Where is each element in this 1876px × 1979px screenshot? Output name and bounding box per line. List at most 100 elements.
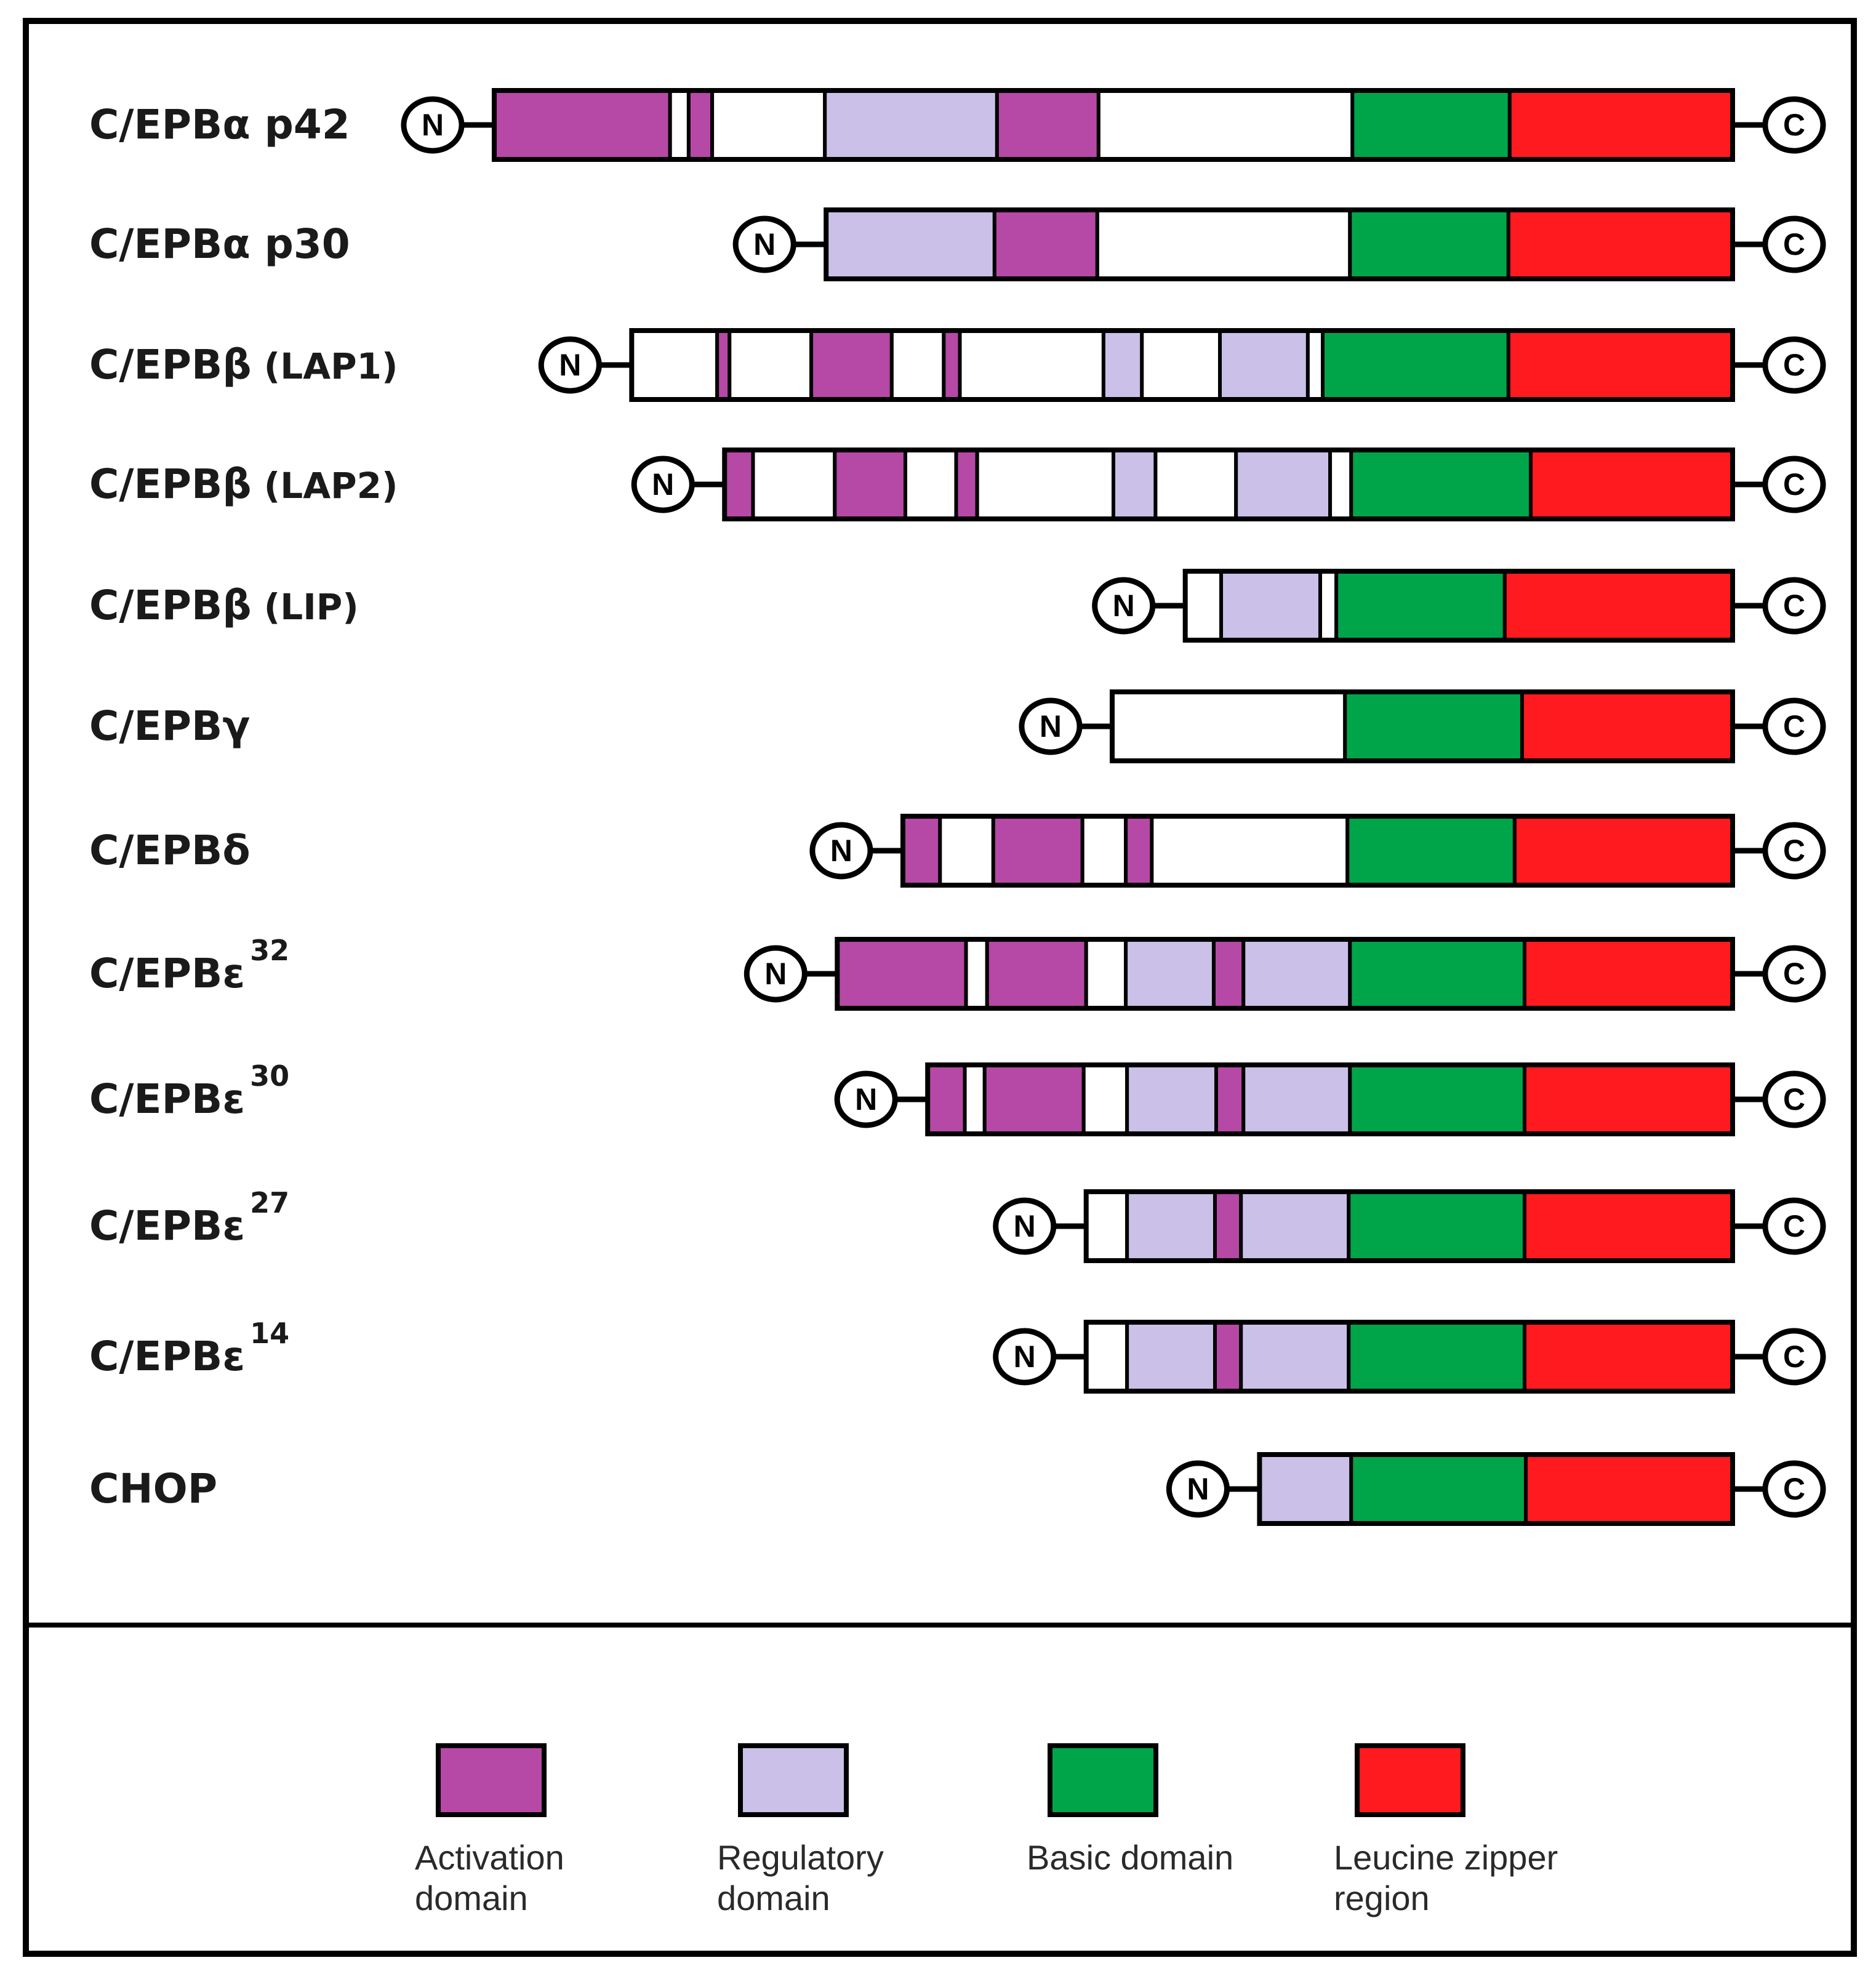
segment-zipper — [1506, 208, 1734, 281]
protein-bar-outline — [835, 937, 1735, 1011]
segment-none — [975, 448, 1116, 521]
segment-none — [964, 937, 989, 1010]
n-terminus-icon — [732, 215, 796, 273]
n-terminus-icon-label: N — [764, 957, 787, 991]
c-terminus-icon — [1762, 96, 1826, 154]
segment-zipper — [1507, 89, 1735, 161]
legend-swatch-zipper — [1355, 1743, 1465, 1817]
protein-bar-outline — [722, 448, 1735, 521]
protein-bar-outline — [492, 88, 1735, 162]
n-terminus-icon-label: N — [1014, 1339, 1036, 1374]
segment-regulatory — [1219, 569, 1323, 642]
segment-basic — [1348, 208, 1510, 281]
segment-activation — [942, 329, 962, 401]
c-terminus-icon-label: C — [1783, 467, 1805, 502]
protein-label: C/EPBα p30 — [89, 220, 350, 268]
segment-basic — [1350, 89, 1512, 161]
segment-regulatory — [1125, 1063, 1218, 1136]
protein-label: C/EPBδ — [89, 827, 251, 874]
legend-label-line: Regulatory — [717, 1838, 884, 1877]
c-terminus-icon-label: C — [1783, 709, 1805, 744]
c-terminus-icon-label: C — [1783, 108, 1805, 142]
segment-none — [728, 329, 814, 401]
protein-label: C/EPBβ (LIP) — [89, 582, 359, 629]
segment-activation — [1124, 814, 1154, 887]
c-terminus-icon-label: C — [1783, 833, 1805, 868]
c-terminus-icon — [1762, 1460, 1826, 1518]
segment-regulatory — [1125, 1190, 1217, 1262]
segment-none — [1081, 1063, 1129, 1136]
segment-none — [668, 89, 691, 161]
segment-regulatory — [1234, 448, 1333, 521]
segment-activation — [926, 1063, 967, 1136]
protein-label-superscript: 32 — [250, 934, 289, 967]
segment-none — [1084, 1320, 1129, 1393]
c-terminus-icon-label: C — [1783, 227, 1805, 262]
segment-none — [1153, 448, 1238, 521]
segment-none — [710, 89, 827, 161]
segment-none — [1096, 89, 1355, 161]
segment-zipper — [1520, 690, 1734, 763]
legend-label-line: Basic domain — [1027, 1838, 1233, 1877]
segment-none — [1183, 569, 1224, 642]
segment-none — [1080, 814, 1128, 887]
protein-bar-outline — [1083, 1189, 1735, 1263]
n-terminus-icon — [631, 456, 695, 513]
protein-label-greek: β — [222, 582, 251, 629]
protein-row-cebpe14: C/EPBε 14 N C — [89, 1317, 1826, 1394]
segment-activation — [492, 89, 672, 161]
c-terminus-icon — [1762, 1070, 1826, 1128]
segment-none — [1305, 329, 1325, 401]
n-terminus-icon — [1092, 577, 1156, 635]
protein-bar-outline — [900, 814, 1735, 888]
segment-basic — [1349, 448, 1533, 521]
legend-label-line: region — [1334, 1879, 1430, 1917]
segment-none — [1084, 1190, 1129, 1262]
legend-swatch-activation — [436, 1743, 547, 1817]
segment-regulatory — [1239, 1320, 1351, 1393]
legend-swatch-regulatory — [738, 1743, 849, 1817]
n-terminus-icon-label: N — [559, 348, 581, 382]
segment-regulatory — [1241, 937, 1352, 1010]
segment-zipper — [1522, 1320, 1734, 1393]
n-terminus-icon — [1019, 697, 1083, 755]
protein-label: C/EPBε 30 — [89, 1059, 289, 1123]
n-terminus-icon — [1166, 1460, 1230, 1518]
protein-bar-outline — [925, 1062, 1735, 1136]
protein-label-suffix: (LAP2) — [252, 465, 398, 507]
protein-row-cebpa-p42: C/EPBα p42 N C — [89, 88, 1826, 162]
segment-activation — [1213, 1190, 1243, 1262]
segment-basic — [1348, 937, 1526, 1010]
segment-none — [1110, 690, 1347, 763]
protein-rows: C/EPBα p42 N CC/EPBα p30 N CC/EPBβ (LAP1) N CC… — [89, 88, 1826, 1526]
segment-none — [903, 448, 958, 521]
c-terminus-icon-label: C — [1783, 1472, 1805, 1506]
legend-label-line: Activation — [415, 1838, 564, 1877]
protein-row-cebpd: C/EPBδ N C — [89, 814, 1826, 888]
segment-zipper — [1522, 1190, 1734, 1262]
protein-row-cebpa-p30: C/EPBα p30 N C — [89, 207, 1826, 281]
protein-label-base: C/EPB — [89, 950, 222, 997]
protein-label-greek: ε — [222, 1202, 245, 1250]
segment-regulatory — [1124, 937, 1216, 1010]
legend-label-line: domain — [717, 1879, 830, 1917]
segment-regulatory — [823, 89, 999, 161]
n-terminus-icon-label: N — [652, 467, 674, 502]
segment-activation — [900, 814, 942, 887]
segment-basic — [1348, 1063, 1526, 1136]
legend-label-line: Leucine zipper — [1334, 1838, 1558, 1877]
protein-label-base: C/EPB — [89, 460, 222, 508]
segment-basic — [1349, 1453, 1528, 1525]
protein-bar-outline — [629, 328, 1735, 402]
segment-regulatory — [1239, 1190, 1351, 1262]
segment-zipper — [1512, 814, 1734, 887]
protein-label: C/EPBα p42 — [89, 101, 350, 148]
segment-none — [958, 329, 1105, 401]
protein-label-base: CHOP — [89, 1465, 217, 1512]
protein-label-base: C/EPB — [89, 1202, 222, 1250]
segment-activation — [954, 448, 979, 521]
